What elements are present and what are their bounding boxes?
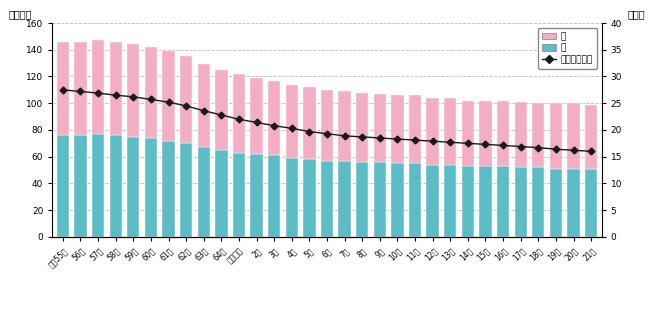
Bar <box>180 57 192 143</box>
Bar <box>233 74 245 153</box>
Bar <box>215 70 228 150</box>
Bar <box>145 47 157 138</box>
Bar <box>215 150 228 237</box>
Bar <box>444 98 456 165</box>
Bar <box>250 154 263 237</box>
Bar <box>162 141 175 237</box>
Bar <box>198 64 210 147</box>
Bar <box>356 92 368 162</box>
Bar <box>321 90 333 161</box>
Bar <box>286 85 298 158</box>
Bar <box>339 91 351 161</box>
Bar <box>57 135 69 237</box>
Bar <box>497 166 509 237</box>
Bar <box>57 42 69 135</box>
Bar <box>567 169 579 237</box>
Bar <box>550 103 562 169</box>
Bar <box>110 135 122 237</box>
Bar <box>532 103 544 167</box>
Legend: 女, 男, 構成比（％）: 女, 男, 構成比（％） <box>538 28 597 69</box>
Bar <box>373 162 386 237</box>
Bar <box>127 44 139 137</box>
Bar <box>391 164 404 237</box>
Bar <box>180 143 192 237</box>
Bar <box>585 105 597 169</box>
Bar <box>444 165 456 237</box>
Bar <box>75 42 86 135</box>
Bar <box>110 42 122 135</box>
Bar <box>356 162 368 237</box>
Bar <box>268 81 281 155</box>
Bar <box>268 155 281 237</box>
Bar <box>462 166 474 237</box>
Bar <box>92 40 104 134</box>
Bar <box>426 165 439 237</box>
Text: （％）: （％） <box>628 9 645 19</box>
Bar <box>409 164 421 237</box>
Bar <box>373 94 386 162</box>
Bar <box>550 169 562 237</box>
Bar <box>321 161 333 237</box>
Bar <box>127 137 139 237</box>
Bar <box>250 78 263 154</box>
Bar <box>515 102 527 167</box>
Bar <box>532 167 544 237</box>
Bar <box>585 169 597 237</box>
Bar <box>233 153 245 237</box>
Bar <box>339 161 351 237</box>
Bar <box>426 98 439 165</box>
Bar <box>391 95 404 164</box>
Bar <box>479 101 492 166</box>
Bar <box>479 166 492 237</box>
Bar <box>198 147 210 237</box>
Bar <box>92 134 104 237</box>
Bar <box>567 103 579 169</box>
Bar <box>462 101 474 166</box>
Bar <box>409 95 421 164</box>
Text: （万人）: （万人） <box>9 9 32 19</box>
Bar <box>497 101 509 166</box>
Bar <box>286 158 298 237</box>
Bar <box>145 138 157 237</box>
Bar <box>303 87 316 159</box>
Bar <box>515 167 527 237</box>
Bar <box>162 51 175 141</box>
Bar <box>303 159 316 237</box>
Bar <box>75 135 86 237</box>
